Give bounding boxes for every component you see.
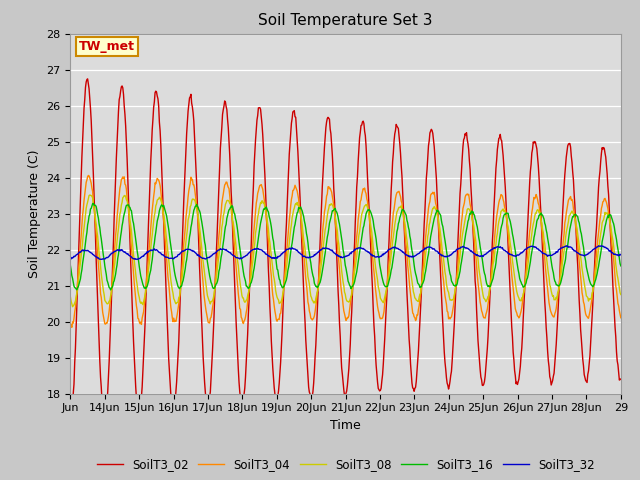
SoilT3_16 — [617, 263, 625, 269]
SoilT3_16 — [132, 242, 140, 248]
SoilT3_02 — [261, 172, 269, 178]
Line: SoilT3_02: SoilT3_02 — [70, 79, 621, 420]
X-axis label: Time: Time — [330, 419, 361, 432]
SoilT3_08 — [261, 204, 269, 210]
SoilT3_04 — [404, 262, 412, 268]
SoilT3_08 — [404, 244, 412, 250]
SoilT3_08 — [68, 304, 76, 310]
SoilT3_02 — [67, 418, 75, 423]
SoilT3_08 — [282, 272, 289, 278]
SoilT3_02 — [282, 235, 289, 240]
SoilT3_04 — [84, 172, 92, 178]
SoilT3_32 — [281, 249, 289, 254]
Line: SoilT3_32: SoilT3_32 — [70, 246, 621, 259]
SoilT3_02 — [617, 376, 625, 382]
SoilT3_32 — [133, 256, 141, 262]
SoilT3_16 — [90, 201, 97, 206]
SoilT3_04 — [132, 303, 140, 309]
SoilT3_32 — [403, 252, 411, 258]
SoilT3_02 — [435, 225, 442, 231]
SoilT3_04 — [617, 315, 625, 321]
SoilT3_08 — [234, 258, 241, 264]
SoilT3_02 — [132, 395, 140, 401]
SoilT3_02 — [84, 76, 92, 82]
SoilT3_04 — [234, 283, 241, 288]
SoilT3_32 — [563, 243, 570, 249]
SoilT3_08 — [435, 217, 442, 223]
SoilT3_16 — [435, 208, 442, 214]
SoilT3_16 — [404, 220, 412, 226]
SoilT3_04 — [435, 222, 442, 228]
SoilT3_04 — [67, 321, 74, 327]
SoilT3_16 — [107, 287, 115, 293]
SoilT3_16 — [67, 263, 74, 268]
SoilT3_16 — [282, 278, 289, 284]
SoilT3_08 — [132, 277, 140, 283]
Line: SoilT3_16: SoilT3_16 — [70, 204, 621, 290]
SoilT3_02 — [67, 417, 74, 423]
SoilT3_32 — [131, 256, 139, 262]
SoilT3_32 — [617, 252, 625, 257]
SoilT3_32 — [260, 249, 268, 255]
Line: SoilT3_08: SoilT3_08 — [70, 195, 621, 307]
SoilT3_32 — [67, 256, 74, 262]
SoilT3_04 — [68, 324, 76, 330]
SoilT3_32 — [233, 255, 241, 261]
Text: TW_met: TW_met — [79, 40, 134, 53]
SoilT3_08 — [86, 192, 93, 198]
Line: SoilT3_04: SoilT3_04 — [70, 175, 621, 327]
Y-axis label: Soil Temperature (C): Soil Temperature (C) — [28, 149, 41, 278]
SoilT3_16 — [261, 206, 269, 212]
SoilT3_32 — [434, 249, 442, 255]
SoilT3_16 — [234, 228, 241, 233]
SoilT3_04 — [282, 259, 289, 265]
Title: Soil Temperature Set 3: Soil Temperature Set 3 — [259, 13, 433, 28]
Legend: SoilT3_02, SoilT3_04, SoilT3_08, SoilT3_16, SoilT3_32: SoilT3_02, SoilT3_04, SoilT3_08, SoilT3_… — [92, 454, 599, 476]
SoilT3_08 — [617, 292, 625, 298]
SoilT3_08 — [67, 294, 74, 300]
SoilT3_02 — [404, 305, 412, 311]
SoilT3_02 — [234, 350, 241, 356]
SoilT3_04 — [261, 201, 269, 207]
